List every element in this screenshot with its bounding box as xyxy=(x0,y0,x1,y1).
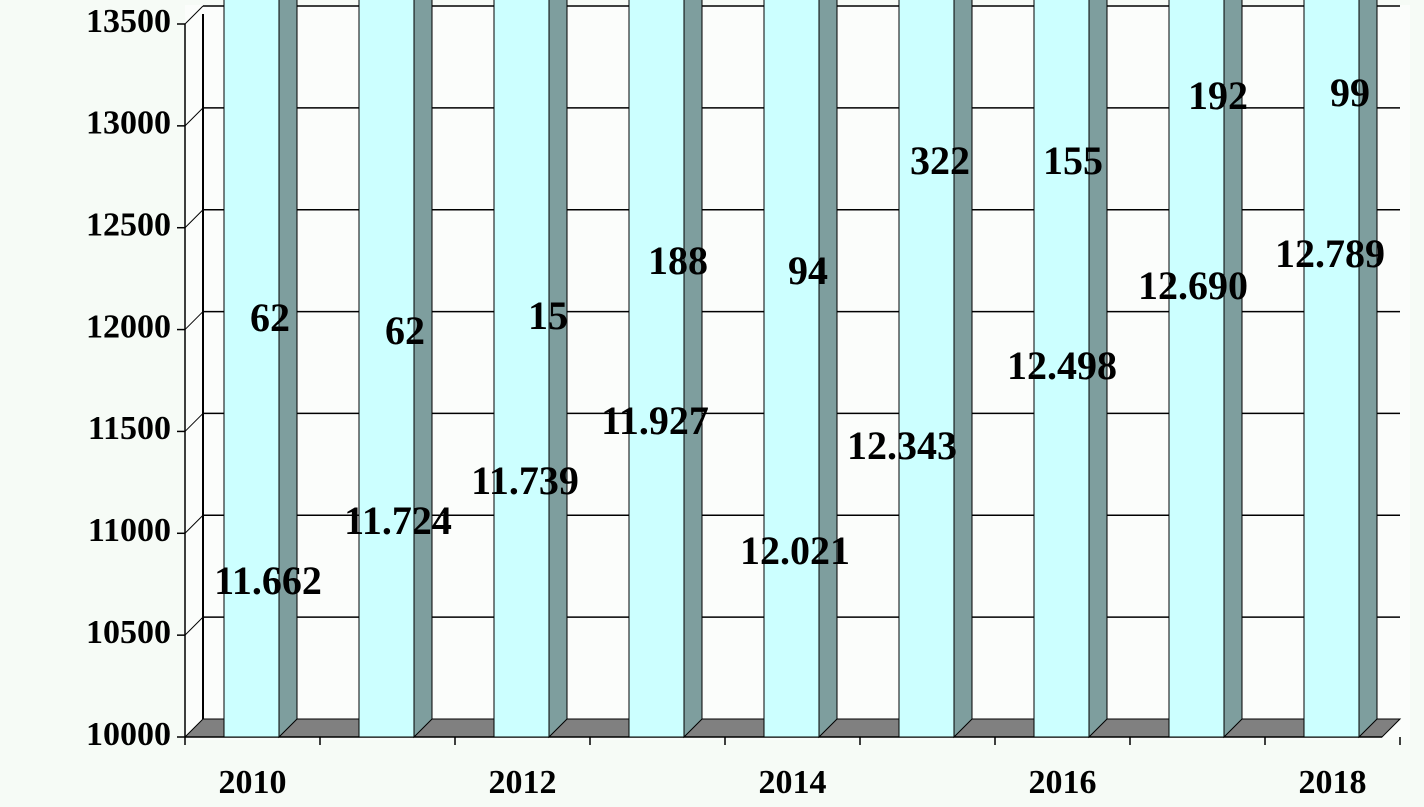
bar-segment xyxy=(358,0,415,738)
bar-side xyxy=(413,0,433,739)
data-label: 192 xyxy=(1188,73,1248,118)
y-tick-label: 11000 xyxy=(88,512,171,549)
data-label: 12.498 xyxy=(1007,343,1117,388)
y-tick-label: 12000 xyxy=(86,308,171,345)
y-tick-label: 12500 xyxy=(86,207,171,244)
data-label: 11.927 xyxy=(601,398,709,443)
y-tick-label: 13500 xyxy=(86,3,171,40)
grid-diagonal xyxy=(184,514,204,534)
data-label: 322 xyxy=(910,138,970,183)
data-label: 62 xyxy=(250,295,290,340)
data-label: 99 xyxy=(1330,70,1370,115)
data-label: 12.690 xyxy=(1138,263,1248,308)
bar-segment xyxy=(763,0,820,738)
data-label: 94 xyxy=(788,248,828,293)
x-tick-label: 2016 xyxy=(1029,764,1097,801)
data-label: 12.789 xyxy=(1275,231,1385,276)
bar-side xyxy=(278,0,298,739)
data-label: 11.739 xyxy=(471,458,579,503)
data-label: 11.662 xyxy=(214,558,322,603)
data-label: 188 xyxy=(648,238,708,283)
bar-segment xyxy=(493,0,550,738)
y-tick-label: 10000 xyxy=(86,716,171,753)
data-label: 11.724 xyxy=(344,498,452,543)
bar-side xyxy=(953,0,973,739)
grid-diagonal xyxy=(184,107,204,127)
data-label: 62 xyxy=(385,308,425,353)
grid-diagonal xyxy=(184,311,204,330)
bar-segment xyxy=(628,0,685,738)
data-label: 12.021 xyxy=(740,528,850,573)
data-label: 15 xyxy=(528,293,568,338)
bar-segment xyxy=(898,0,955,738)
grid-diagonal xyxy=(184,413,204,432)
bar-side xyxy=(683,0,703,739)
x-tick-label: 2012 xyxy=(489,764,557,801)
data-label: 155 xyxy=(1043,138,1103,183)
data-label: 12.343 xyxy=(847,423,957,468)
bar-side xyxy=(1223,0,1243,739)
grid-diagonal xyxy=(184,5,204,25)
bar-side xyxy=(1358,0,1378,739)
y-tick-label: 11500 xyxy=(88,410,171,447)
y-tick-label: 10500 xyxy=(86,614,171,651)
bar-side xyxy=(548,0,568,739)
bar-side xyxy=(1088,0,1108,739)
bar-segment xyxy=(1168,0,1225,738)
bar-segment xyxy=(223,0,280,738)
grid-diagonal xyxy=(184,209,204,229)
grid-diagonal xyxy=(184,616,204,636)
x-tick-label: 2018 xyxy=(1299,764,1367,801)
bar-side xyxy=(818,0,838,739)
y-tick-label: 13000 xyxy=(86,105,171,142)
bar-segment xyxy=(1033,0,1090,738)
x-tick-label: 2010 xyxy=(219,764,287,801)
bar-segment xyxy=(1303,0,1360,738)
x-tick-label: 2014 xyxy=(759,764,827,801)
